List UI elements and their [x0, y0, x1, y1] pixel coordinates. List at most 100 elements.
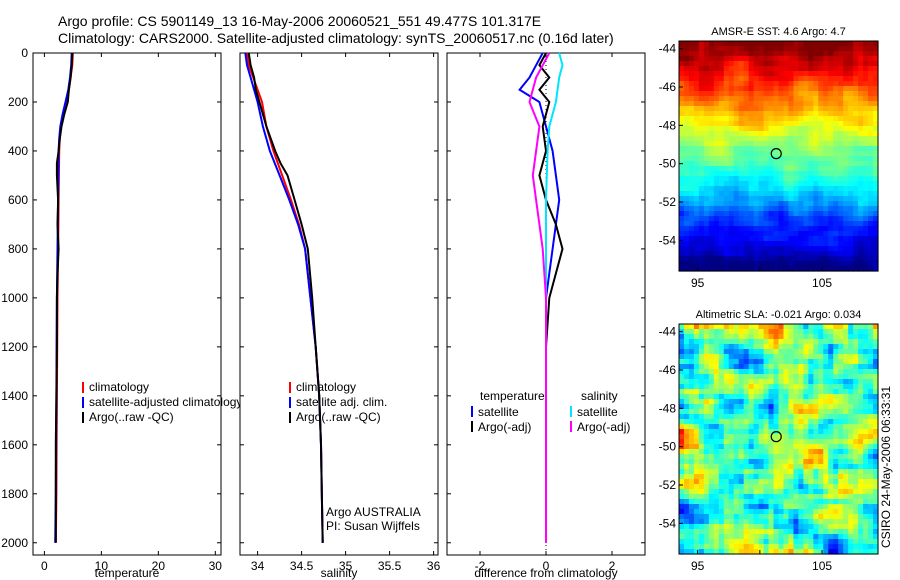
sst-cell — [853, 121, 859, 127]
sla-cell — [868, 334, 874, 340]
sla-cell — [848, 399, 854, 405]
sla-cell — [763, 384, 770, 390]
sst-cell — [773, 116, 780, 122]
sla-cell — [693, 334, 700, 340]
sst-cell — [703, 231, 710, 237]
sla-cell — [803, 519, 809, 525]
sst-cell — [868, 66, 874, 72]
sla-cell — [683, 484, 690, 490]
sst-cell — [718, 151, 725, 157]
sst-cell — [708, 166, 715, 172]
sst-cell — [679, 111, 685, 117]
sla-cell — [788, 384, 795, 390]
sst-cell — [773, 166, 780, 172]
sst-cell — [823, 101, 829, 107]
sst-cell — [818, 146, 824, 152]
sst-cell — [703, 66, 710, 72]
sla-cell — [743, 459, 750, 465]
sst-cell — [838, 256, 844, 262]
sla-cell — [713, 389, 720, 395]
sst-cell — [773, 171, 780, 177]
sst-cell — [708, 256, 715, 262]
sla-cell — [679, 529, 685, 535]
sst-cell — [773, 181, 780, 187]
sst-cell — [823, 166, 829, 172]
sla-cell — [688, 454, 695, 460]
sst-cell — [733, 236, 740, 242]
sla-cell — [798, 489, 804, 495]
sla-cell — [713, 359, 720, 365]
sla-cell — [853, 534, 859, 540]
sla-cell — [688, 364, 695, 370]
sst-cell — [843, 201, 849, 207]
sla-cell — [748, 504, 755, 510]
sla-cell — [708, 534, 715, 540]
sla-cell — [863, 344, 869, 350]
sst-cell — [713, 256, 720, 262]
sla-cell — [733, 479, 740, 485]
sst-cell — [863, 46, 869, 52]
sla-cell — [763, 419, 770, 425]
sst-cell — [843, 151, 849, 157]
sla-cell — [788, 394, 795, 400]
sla-cell — [798, 354, 804, 360]
sst-cell — [753, 66, 760, 72]
sla-cell — [838, 374, 844, 380]
sla-cell — [808, 414, 814, 420]
sla-cell — [838, 439, 844, 445]
sst-cell — [793, 241, 799, 247]
sst-cell — [733, 161, 740, 167]
sst-cell — [843, 236, 849, 242]
sst-cell — [748, 131, 755, 137]
sst-cell — [683, 251, 690, 257]
sst-cell — [838, 86, 844, 92]
sst-cell — [813, 91, 819, 97]
sla-cell — [828, 449, 834, 455]
sst-cell — [679, 61, 685, 67]
sst-cell — [788, 201, 795, 207]
sst-cell — [693, 106, 700, 112]
sla-cell — [863, 424, 869, 430]
sst-cell — [873, 96, 879, 102]
sst-cell — [773, 136, 780, 142]
sst-cell — [713, 221, 720, 227]
sla-cell — [763, 334, 770, 340]
sst-cell — [753, 216, 760, 222]
sla-cell — [813, 544, 819, 550]
sst-cell — [748, 231, 755, 237]
sst-cell — [873, 196, 879, 202]
sla-cell — [808, 424, 814, 430]
sst-cell — [723, 71, 730, 77]
sst-cell — [813, 146, 819, 152]
sst-cell — [728, 156, 735, 162]
sst-cell — [838, 51, 844, 57]
sst-cell — [868, 131, 874, 137]
sst-cell — [823, 51, 829, 57]
sst-cell — [833, 251, 839, 257]
sst-cell — [768, 41, 775, 47]
sst-cell — [683, 61, 690, 67]
sst-cell — [773, 221, 780, 227]
sla-cell — [708, 349, 715, 355]
sst-cell — [693, 91, 700, 97]
sst-cell — [843, 191, 849, 197]
sst-cell — [753, 146, 760, 152]
sst-cell — [868, 206, 874, 212]
sst-cell — [808, 126, 814, 132]
sla-cell — [818, 329, 824, 335]
sst-cell — [713, 116, 720, 122]
sla-cell — [723, 499, 730, 505]
sla-cell — [783, 499, 790, 505]
sla-cell — [763, 544, 770, 550]
sst-cell — [733, 216, 740, 222]
sla-cell — [803, 414, 809, 420]
sst-cell — [743, 91, 750, 97]
sla-cell — [718, 414, 725, 420]
sla-cell — [858, 369, 864, 375]
sla-cell — [813, 549, 819, 555]
sst-cell — [848, 201, 854, 207]
sst-cell — [773, 241, 780, 247]
sst-cell — [793, 266, 799, 272]
sla-cell — [768, 534, 775, 540]
sst-cell — [803, 266, 809, 272]
